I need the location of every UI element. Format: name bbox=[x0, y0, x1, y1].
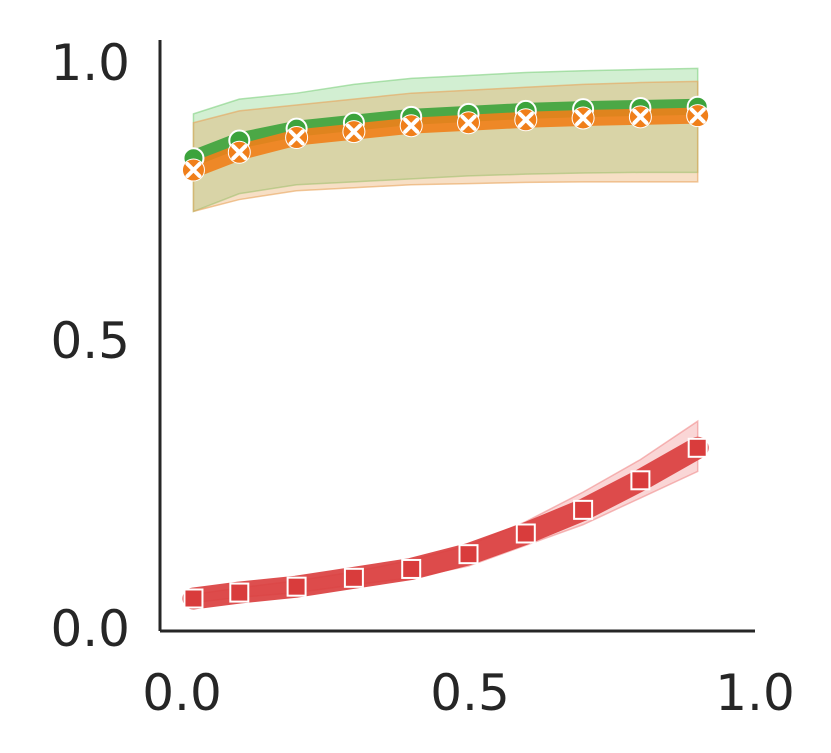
series-2-point-9 bbox=[687, 437, 708, 458]
series-1-point-8 bbox=[628, 105, 652, 129]
x-tick-label-0-5: 0.5 bbox=[430, 664, 510, 722]
series-2-point-1 bbox=[229, 582, 250, 603]
series-1-line bbox=[185, 107, 706, 179]
series-1-point-4 bbox=[399, 114, 423, 138]
series-1-point-0 bbox=[181, 158, 205, 182]
series-2-point-4 bbox=[401, 558, 422, 579]
y-tick-label-0-5: 0.5 bbox=[50, 312, 130, 370]
y-tick-label-1: 1.0 bbox=[50, 34, 130, 92]
series-lines bbox=[182, 98, 709, 610]
series-1-point-5 bbox=[457, 111, 480, 135]
series-2-band bbox=[192, 419, 699, 604]
series-2-point-7 bbox=[573, 499, 594, 520]
series-1-point-2 bbox=[285, 126, 309, 150]
series-2-line bbox=[182, 436, 709, 610]
series-2-point-8 bbox=[630, 470, 651, 491]
series-1-point-1 bbox=[227, 140, 251, 164]
series-2-point-2 bbox=[286, 576, 307, 597]
x-tick-label-0: 0.0 bbox=[142, 664, 222, 722]
series-1-point-7 bbox=[571, 106, 595, 130]
series-markers bbox=[181, 95, 710, 609]
series-2-point-0 bbox=[183, 588, 204, 609]
series-1-point-3 bbox=[342, 120, 366, 144]
series-1-point-9 bbox=[686, 104, 710, 128]
y-tick-label-0: 0.0 bbox=[50, 600, 130, 658]
series-2-point-3 bbox=[343, 567, 364, 588]
series-0-line bbox=[185, 98, 706, 167]
x-tick-label-1: 1.0 bbox=[715, 664, 795, 722]
series-2-point-6 bbox=[515, 523, 536, 544]
series-1-point-6 bbox=[514, 108, 538, 132]
series-2-point-5 bbox=[458, 544, 479, 565]
